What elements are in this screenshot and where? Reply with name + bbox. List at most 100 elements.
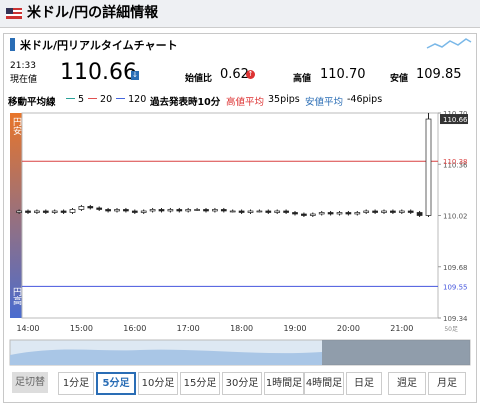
candle-body — [51, 210, 58, 213]
candle-body — [220, 209, 227, 212]
candle-body — [256, 210, 263, 213]
plot-frame — [21, 112, 439, 319]
x-tick-label: 17:00 — [177, 324, 200, 333]
x-tick-label: 19:00 — [283, 324, 306, 333]
candle-body — [105, 209, 111, 212]
candle-body — [96, 207, 103, 210]
header: 米ドル/円の詳細情報 — [0, 0, 480, 28]
candle-body — [185, 209, 192, 212]
candle-body — [247, 210, 254, 213]
change-value: 0.62 — [220, 67, 249, 82]
candle-body — [301, 213, 307, 216]
x-tick-label: 18:00 — [230, 324, 253, 333]
side-bar — [10, 113, 22, 318]
low-avg: -46pips — [347, 94, 383, 105]
candle-body — [292, 212, 298, 215]
candle-body — [42, 210, 49, 213]
interval-button[interactable]: 30分足 — [222, 372, 262, 395]
candle-body — [354, 212, 361, 215]
candle-body — [336, 212, 343, 215]
header-title: 米ドル/円の詳細情報 — [27, 5, 159, 21]
candle-body — [309, 213, 316, 216]
high-avg-label: 高値平均 — [226, 97, 265, 108]
candle-body — [131, 210, 138, 213]
interval-button[interactable]: 週足 — [388, 372, 426, 395]
candle-body — [398, 210, 405, 213]
candle-body — [16, 210, 22, 213]
high-value: 110.70 — [320, 67, 366, 82]
high-label: 高値 — [293, 74, 312, 84]
candle-body — [363, 210, 370, 213]
x-tick-label: 15:00 — [70, 324, 93, 333]
candle-body — [25, 210, 31, 213]
candle-body — [327, 212, 334, 215]
interval-button[interactable]: 1分足 — [58, 372, 94, 395]
x-tick-label: 14:00 — [16, 324, 39, 333]
candle-body — [194, 209, 200, 211]
legend-swatch — [88, 98, 98, 99]
legend-swatch — [116, 98, 126, 99]
last-price-label: 110.66 — [443, 116, 468, 124]
candle-body — [167, 209, 174, 212]
ref-label: 110.38 — [443, 158, 468, 166]
chart-icon — [426, 38, 472, 49]
title-marker — [10, 38, 15, 51]
panel-title: 米ドル/円リアルタイムチャート — [20, 39, 178, 52]
candle-body — [34, 210, 40, 213]
side-top: 円安 — [11, 117, 22, 136]
candle-body — [274, 210, 281, 213]
candle-body — [425, 118, 432, 216]
x-tick-label: 16:00 — [123, 324, 146, 333]
candle-body — [69, 209, 76, 213]
low-avg-label: 安値平均 — [305, 97, 344, 108]
candle-body — [87, 206, 94, 209]
candle-body — [265, 210, 272, 213]
high-avg: 35pips — [268, 94, 300, 105]
quote-time: 21:33 — [10, 61, 36, 71]
y-tick-label: 110.36 — [443, 161, 468, 169]
chart: 円安 円高 50足 110.70 110.36 110.02 109.68 109.34… — [9, 110, 471, 366]
candle-body — [345, 212, 352, 215]
y-tick-label: 109.34 — [443, 315, 468, 323]
interval-button[interactable]: 日足 — [346, 372, 382, 395]
candle-body — [238, 210, 245, 213]
interval-button[interactable]: 10分足 — [138, 372, 178, 395]
interval-button[interactable]: 4時間足 — [304, 372, 344, 395]
x-tick-label: 21:00 — [390, 324, 413, 333]
interval-button[interactable]: 月足 — [428, 372, 466, 395]
y-tick-label: 109.68 — [443, 264, 468, 272]
legend-label: 120 — [128, 94, 147, 105]
candle-body — [140, 210, 147, 213]
candle-body — [390, 210, 396, 213]
candle-body — [416, 212, 423, 216]
ref-label: 109.55 — [443, 283, 468, 291]
candle-body — [212, 209, 218, 212]
quote-label: 現在値 — [10, 75, 38, 85]
candle-body — [372, 210, 378, 213]
interval-button[interactable]: 1時間足 — [264, 372, 304, 395]
past-label: 過去発表時10分 — [150, 97, 221, 108]
current-price: 110.66 — [60, 60, 137, 85]
interval-button[interactable]: 15分足 — [180, 372, 220, 395]
up-icon: ↑ — [246, 70, 255, 79]
switch-label: 足切替 — [12, 372, 48, 393]
candle-body — [283, 210, 289, 213]
ma-legend: 5 20 120 — [62, 94, 146, 105]
legend-label: 5 — [78, 94, 85, 105]
candle-body — [318, 212, 325, 215]
x-tick-label: 20:00 — [337, 324, 360, 333]
y-tick-label: 110.02 — [443, 213, 468, 221]
legend-label: 20 — [100, 94, 113, 105]
candle-body — [381, 210, 387, 213]
count-label: 50足 — [444, 326, 458, 333]
candle-body — [60, 210, 67, 213]
y-tick-label: 110.70 — [443, 110, 468, 118]
candle-body — [158, 209, 165, 212]
down-icon: ↓ — [131, 71, 139, 80]
interval-button[interactable]: 5分足 — [96, 372, 136, 395]
candle-body — [176, 209, 183, 212]
ma-title: 移動平均線 — [8, 97, 56, 108]
low-label: 安値 — [390, 74, 409, 84]
candle-body — [203, 209, 209, 212]
